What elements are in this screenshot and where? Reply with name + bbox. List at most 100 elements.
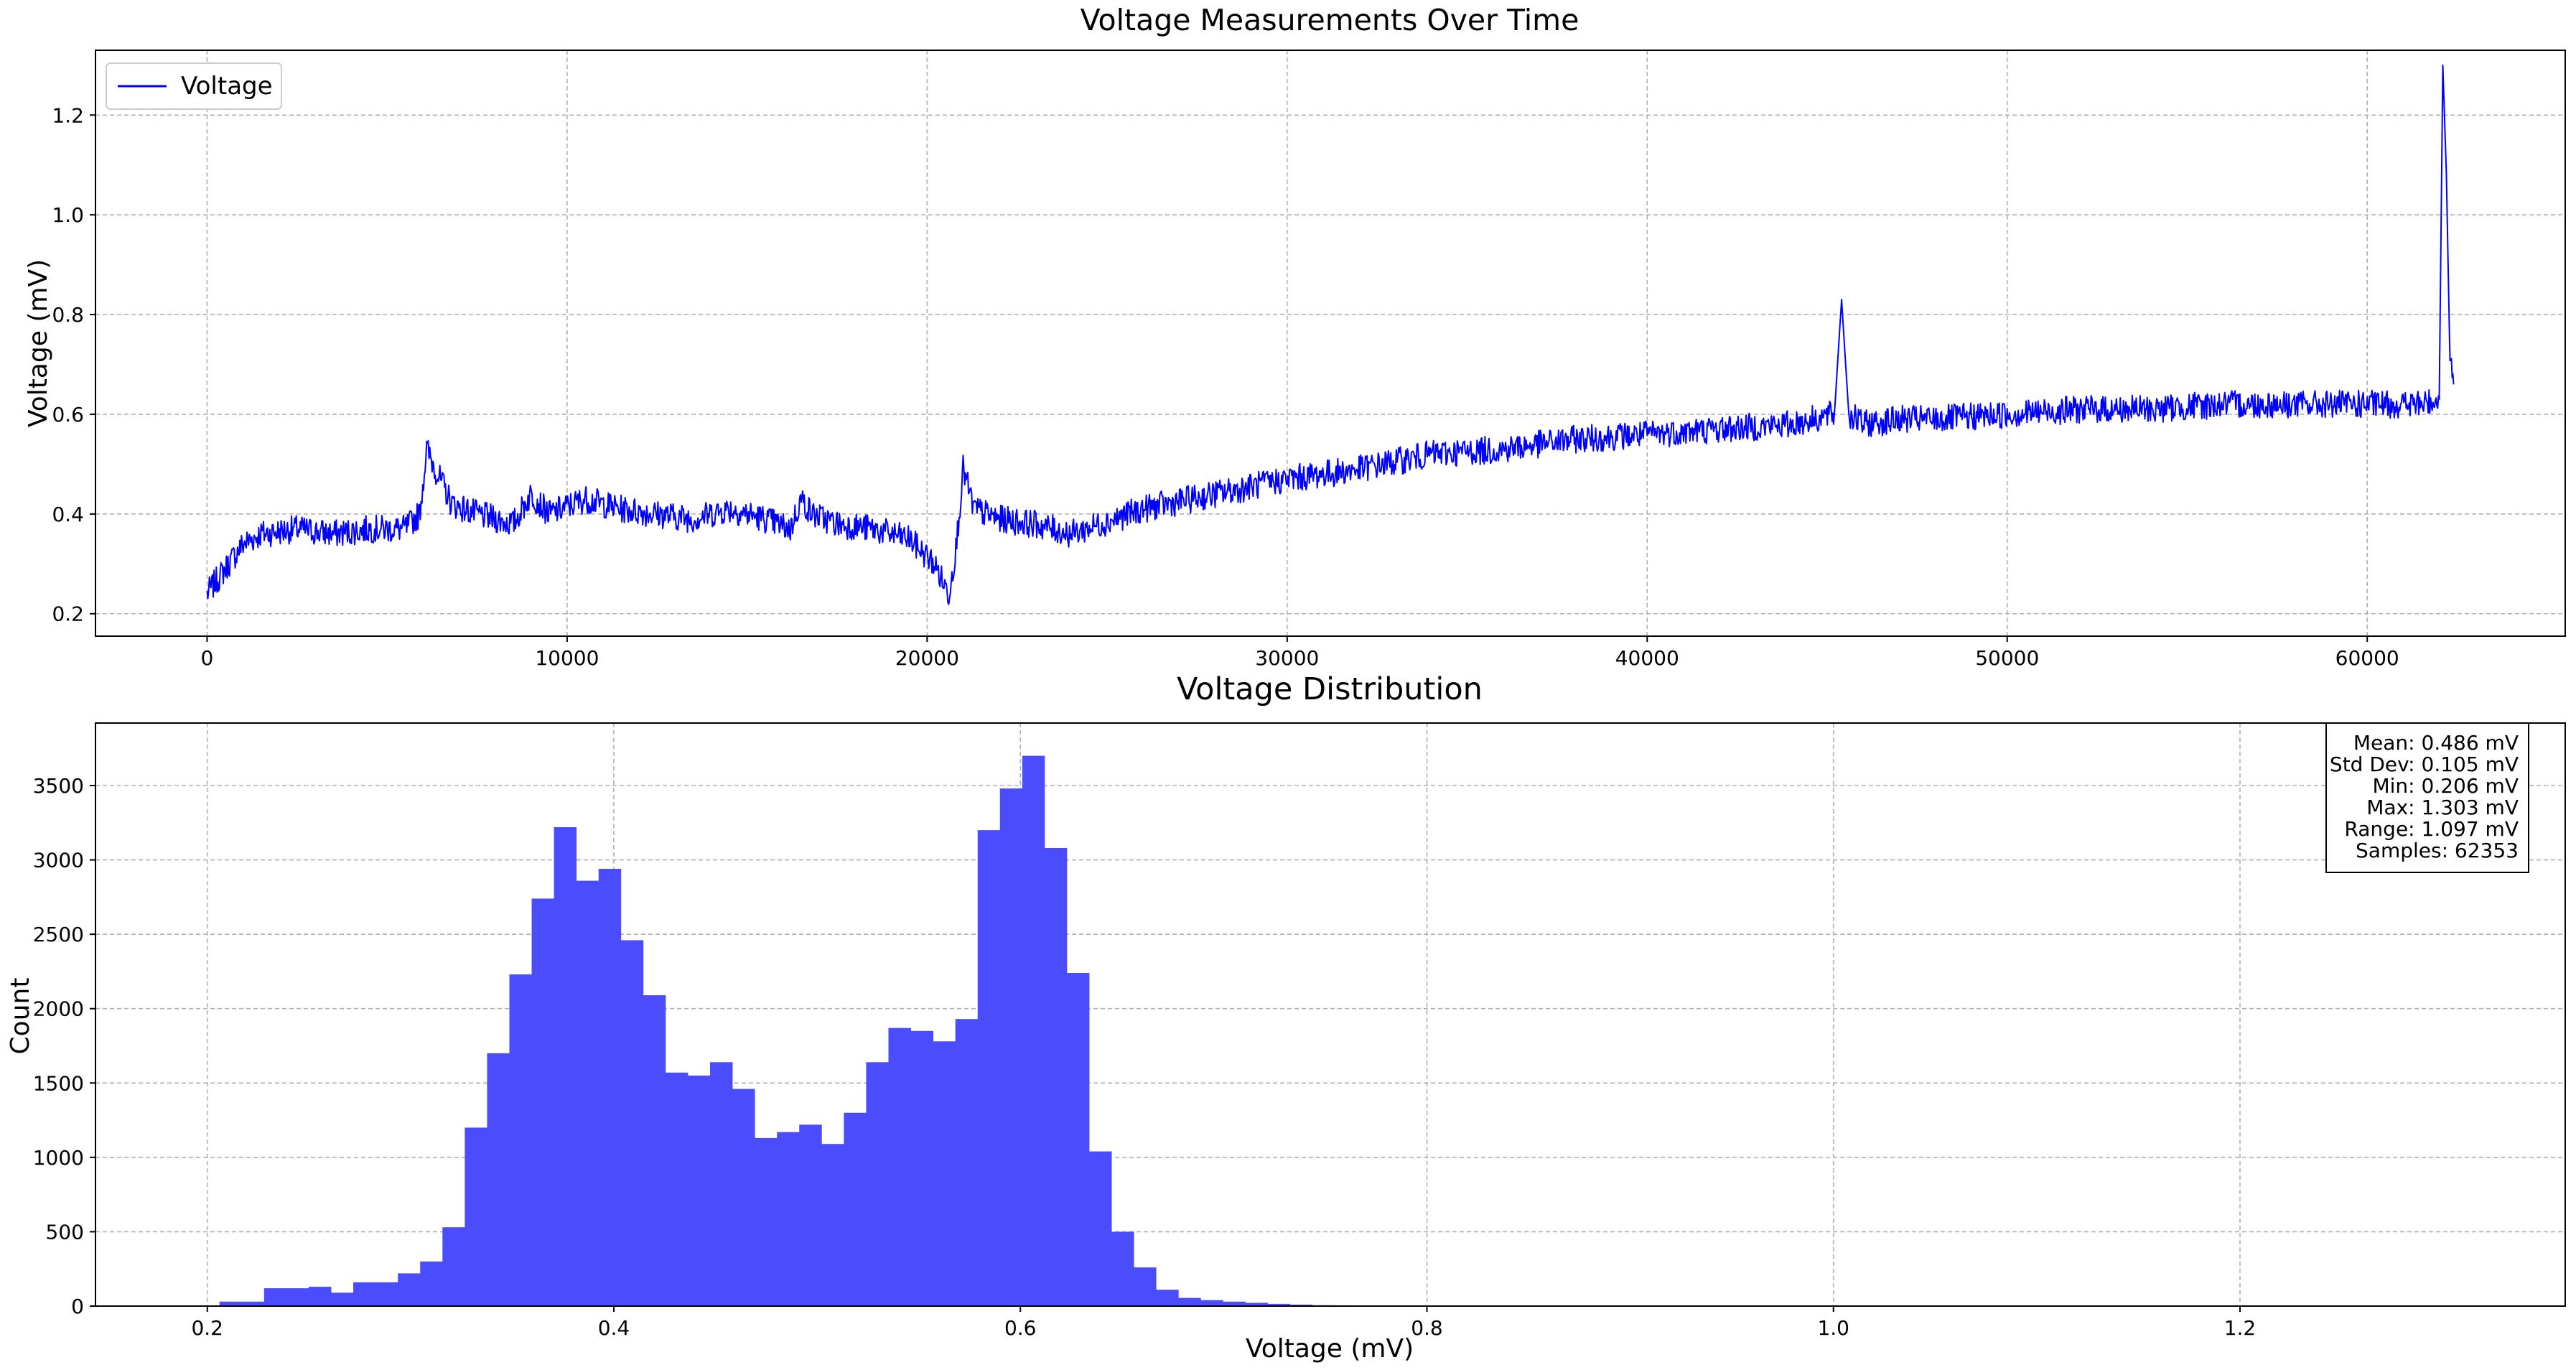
- y-tick-label: 3500: [33, 774, 84, 798]
- y-tick-label: 500: [46, 1220, 84, 1244]
- histogram-bars: [219, 755, 2450, 1306]
- histogram-bar: [977, 830, 1001, 1306]
- histogram-bar: [1178, 1297, 1201, 1306]
- y-tick-label: 0.2: [52, 602, 84, 626]
- histogram-ticks: 0.2 0.4 0.6 0.8 1.0 1.2 0 500 1000 1500 2000 2500 30…: [33, 774, 2257, 1340]
- histogram-bar: [598, 869, 622, 1306]
- y-tick-label: 3000: [33, 849, 84, 872]
- histogram-bar: [999, 788, 1023, 1306]
- histogram-bar: [219, 1301, 243, 1306]
- histogram-xlabel: Voltage (mV): [1246, 1334, 1414, 1364]
- x-tick-label: 0.8: [1411, 1316, 1443, 1340]
- line-chart-series: [206, 64, 2455, 605]
- stats-box: Mean: 0.486 mV Std Dev: 0.105 mV Min: 0.…: [2325, 722, 2529, 873]
- histogram-bar: [844, 1112, 867, 1306]
- histogram-bar: [687, 1075, 711, 1306]
- stats-mean: Mean: 0.486 mV: [2353, 731, 2519, 755]
- histogram-bar: [799, 1124, 822, 1306]
- histogram-bar: [888, 1028, 911, 1306]
- y-tick-label: 0: [71, 1295, 84, 1318]
- histogram-bar: [755, 1137, 778, 1306]
- line-chart-ylabel: Voltage (mV): [24, 259, 53, 427]
- x-tick-label: 60000: [2335, 646, 2399, 670]
- histogram-bar: [465, 1127, 487, 1306]
- stats-min: Min: 0.206 mV: [2372, 774, 2519, 798]
- y-tick-label: 2500: [33, 923, 84, 946]
- histogram-bar: [643, 995, 666, 1306]
- histogram-bar: [1134, 1267, 1157, 1306]
- histogram-bar: [442, 1227, 465, 1306]
- histogram-bar: [308, 1287, 332, 1306]
- histogram-bar: [576, 880, 599, 1306]
- x-tick-label: 50000: [1975, 646, 2039, 670]
- line-chart-ticks: 0 10000 20000 30000 40000 50000 60000 0.2 0.4 0.6…: [52, 103, 2399, 670]
- x-tick-label: 0.6: [1004, 1316, 1037, 1340]
- y-tick-label: 1000: [33, 1146, 84, 1170]
- histogram-bar: [353, 1282, 376, 1306]
- x-tick-label: 40000: [1615, 646, 1679, 670]
- histogram-bar: [1089, 1151, 1112, 1306]
- histogram-bar: [665, 1072, 689, 1306]
- x-tick-label: 1.0: [1817, 1316, 1849, 1340]
- histogram-bar: [331, 1292, 354, 1306]
- stats-range: Range: 1.097 mV: [2344, 817, 2519, 841]
- histogram-bar: [933, 1041, 956, 1306]
- y-tick-label: 0.6: [52, 403, 84, 427]
- stats-max: Max: 1.303 mV: [2366, 796, 2519, 819]
- histogram-bar: [398, 1273, 421, 1306]
- line-chart-title: Voltage Measurements Over Time: [1081, 3, 1579, 37]
- x-tick-label: 30000: [1255, 646, 1319, 670]
- histogram-bar: [286, 1288, 309, 1306]
- x-tick-label: 0: [201, 646, 214, 670]
- histogram-bar: [777, 1132, 800, 1306]
- histogram-bar: [509, 974, 532, 1306]
- stats-std-dev: Std Dev: 0.105 mV: [2330, 752, 2519, 776]
- y-tick-label: 0.4: [52, 503, 84, 526]
- histogram-ylabel: Count: [6, 978, 35, 1055]
- histogram-bar: [910, 1030, 933, 1306]
- y-tick-label: 1500: [33, 1071, 84, 1095]
- histogram-bar: [620, 940, 644, 1306]
- histogram-bar: [420, 1261, 443, 1306]
- histogram-frame: [95, 722, 2566, 1307]
- histogram-bar: [955, 1019, 979, 1306]
- histogram-bar: [1223, 1301, 1246, 1306]
- histogram-bar: [531, 898, 554, 1306]
- histogram-bar: [710, 1062, 733, 1306]
- x-tick-label: 0.4: [598, 1316, 630, 1340]
- histogram-bar: [866, 1062, 889, 1306]
- y-tick-label: 1.2: [52, 103, 84, 127]
- histogram-bar: [1022, 755, 1045, 1306]
- x-tick-label: 20000: [895, 646, 959, 670]
- histogram-bar: [487, 1053, 510, 1306]
- x-tick-label: 1.2: [2224, 1316, 2257, 1340]
- histogram-bar: [1111, 1231, 1134, 1306]
- line-chart-grid: [95, 50, 2565, 636]
- histogram-bar: [1200, 1300, 1223, 1306]
- histogram-bar: [1245, 1303, 1268, 1306]
- stats-samples: Samples: 62353: [2356, 839, 2519, 862]
- legend: Voltage: [106, 62, 282, 110]
- legend-label-voltage: Voltage: [181, 72, 273, 101]
- y-tick-label: 1.0: [52, 203, 84, 227]
- histogram-bar: [1066, 973, 1090, 1306]
- series-voltage-line: [206, 64, 2455, 605]
- x-tick-label: 0.2: [191, 1316, 223, 1340]
- legend-box: [106, 62, 282, 110]
- histogram-title: Voltage Distribution: [1177, 671, 1483, 707]
- histogram-bar: [1044, 848, 1068, 1306]
- histogram-bar: [554, 827, 577, 1306]
- histogram-bar: [732, 1089, 755, 1306]
- histogram-bar: [1156, 1290, 1179, 1306]
- histogram-bar: [1267, 1303, 1290, 1306]
- histogram-bar: [241, 1301, 265, 1306]
- histogram-chart: Voltage Distribution 0.2 0.4 0.6 0.8 1.0 1.20…: [6, 671, 2566, 1364]
- line-chart: Voltage Measurements Over Time 0 10000 200…: [24, 3, 2566, 670]
- x-tick-label: 10000: [535, 646, 599, 670]
- histogram-bar: [821, 1144, 844, 1306]
- histogram-bar: [263, 1288, 287, 1306]
- histogram-bar: [375, 1282, 398, 1306]
- histogram-bar: [1289, 1304, 1312, 1306]
- y-tick-label: 2000: [33, 997, 84, 1021]
